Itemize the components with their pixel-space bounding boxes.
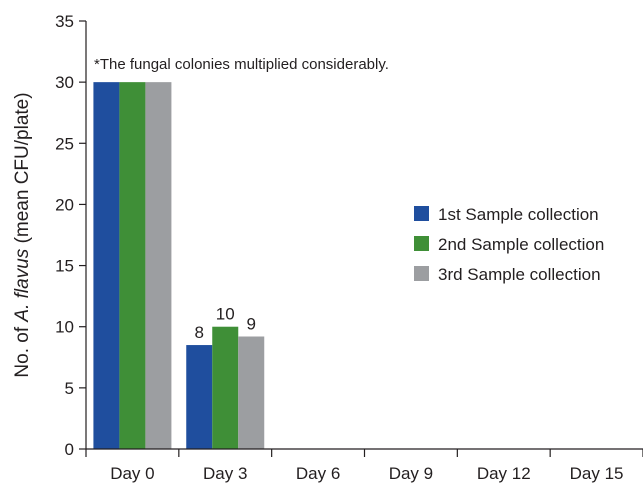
data-label: 10 — [216, 305, 235, 324]
bars-group — [93, 82, 265, 450]
legend-label: 2nd Sample collection — [438, 235, 604, 254]
x-ticks-group: Day 0 Day 3 Day 6 Day 9 Day 12 Day 15 — [85, 449, 643, 483]
legend: 1st Sample collection 2nd Sample collecti… — [414, 205, 604, 284]
y-axis-title-prefix: No. of — [12, 322, 33, 378]
y-tick-label: 0 — [65, 440, 74, 459]
y-axis-title-suffix: (mean CFU/plate) — [12, 92, 33, 248]
x-tick-label: Day 12 — [477, 464, 531, 483]
y-tick-label: 15 — [55, 257, 74, 276]
chart-annotation: *The fungal colonies multiplied consider… — [94, 56, 389, 73]
bar — [119, 82, 146, 450]
y-tick-label: 5 — [65, 379, 74, 398]
y-tick-label: 20 — [55, 195, 74, 214]
y-tick-label: 25 — [55, 134, 74, 153]
legend-label: 1st Sample collection — [438, 205, 599, 224]
bar — [212, 326, 239, 449]
x-tick-label: Day 9 — [389, 464, 433, 483]
legend-label: 3rd Sample collection — [438, 265, 601, 284]
data-label: 8 — [195, 323, 204, 342]
y-ticks-group: 0 5 10 15 20 25 30 35 — [55, 12, 86, 459]
x-tick-label: Day 6 — [296, 464, 340, 483]
data-label: 9 — [247, 314, 256, 333]
x-tick-label: Day 15 — [570, 464, 624, 483]
bar — [186, 345, 213, 449]
x-tick-label: Day 3 — [203, 464, 247, 483]
legend-swatch — [414, 236, 429, 251]
y-axis-title: No. of A. flavus (mean CFU/plate) — [12, 92, 33, 377]
x-tick-label: Day 0 — [110, 464, 154, 483]
data-labels-group: 8 10 9 — [195, 305, 256, 342]
y-tick-label: 35 — [55, 12, 74, 31]
bar — [93, 82, 120, 450]
legend-swatch — [414, 206, 429, 221]
y-tick-label: 30 — [55, 73, 74, 92]
bar — [145, 82, 172, 450]
legend-swatch — [414, 266, 429, 281]
y-tick-label: 10 — [55, 318, 74, 337]
bar — [238, 336, 265, 449]
y-axis-title-species: A. flavus — [12, 248, 33, 322]
